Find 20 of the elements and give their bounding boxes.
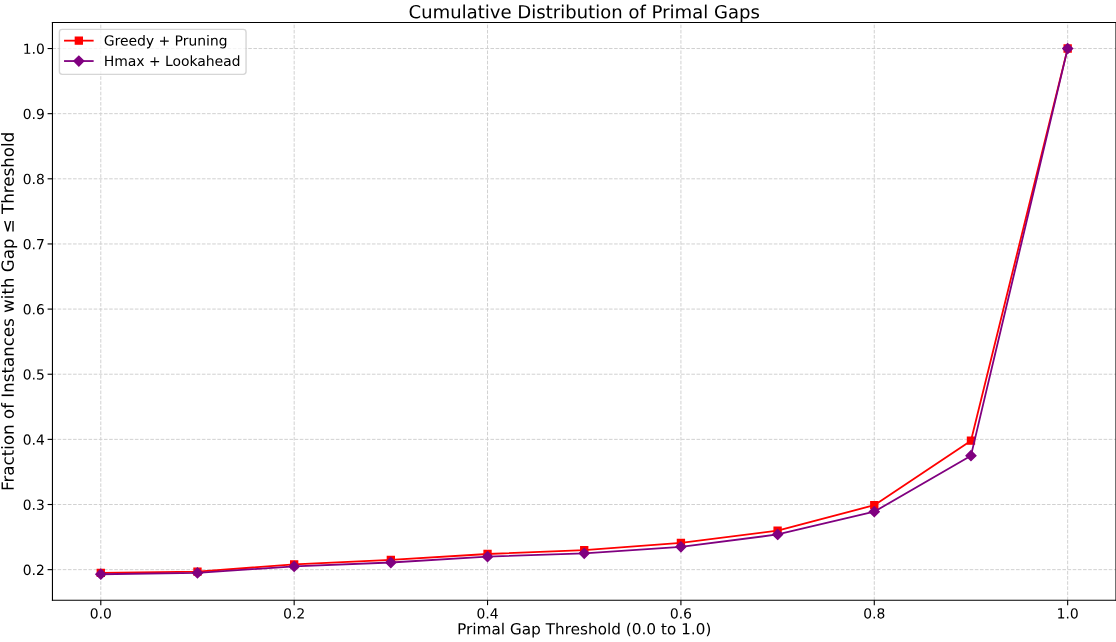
legend-label: Hmax + Lookahead [105,55,240,67]
x-tick-label: 1.0 [1058,608,1078,619]
x-tick-label: 0.2 [284,608,304,619]
y-tick-label: 0.6 [23,304,44,315]
y-tick-label: 0.8 [23,173,44,185]
x-tick-label: 0.8 [864,608,885,619]
y-tick-label: 1.0 [24,43,44,54]
x-axis-title: Primal Gap Threshold (0.0 to 1.0) [458,622,711,638]
legend-label: Greedy + Pruning [104,34,227,49]
x-tick-label: 0.0 [90,608,111,619]
x-tick-label: 0.4 [477,608,498,619]
y-tick-label: 0.2 [23,564,44,576]
y-tick-label: 0.7 [23,238,44,250]
x-tick-label: 0.6 [670,608,692,619]
y-tick-label: 0.3 [23,499,44,510]
y-axis-title: Fraction of Instances with Gap ≤ Threshold [1,133,18,490]
y-tick-label: 0.5 [23,369,44,380]
y-tick-label: 0.4 [23,434,45,445]
y-tick-label: 0.9 [23,108,44,120]
chart-title: Cumulative Distribution of Primal Gaps [409,4,760,23]
